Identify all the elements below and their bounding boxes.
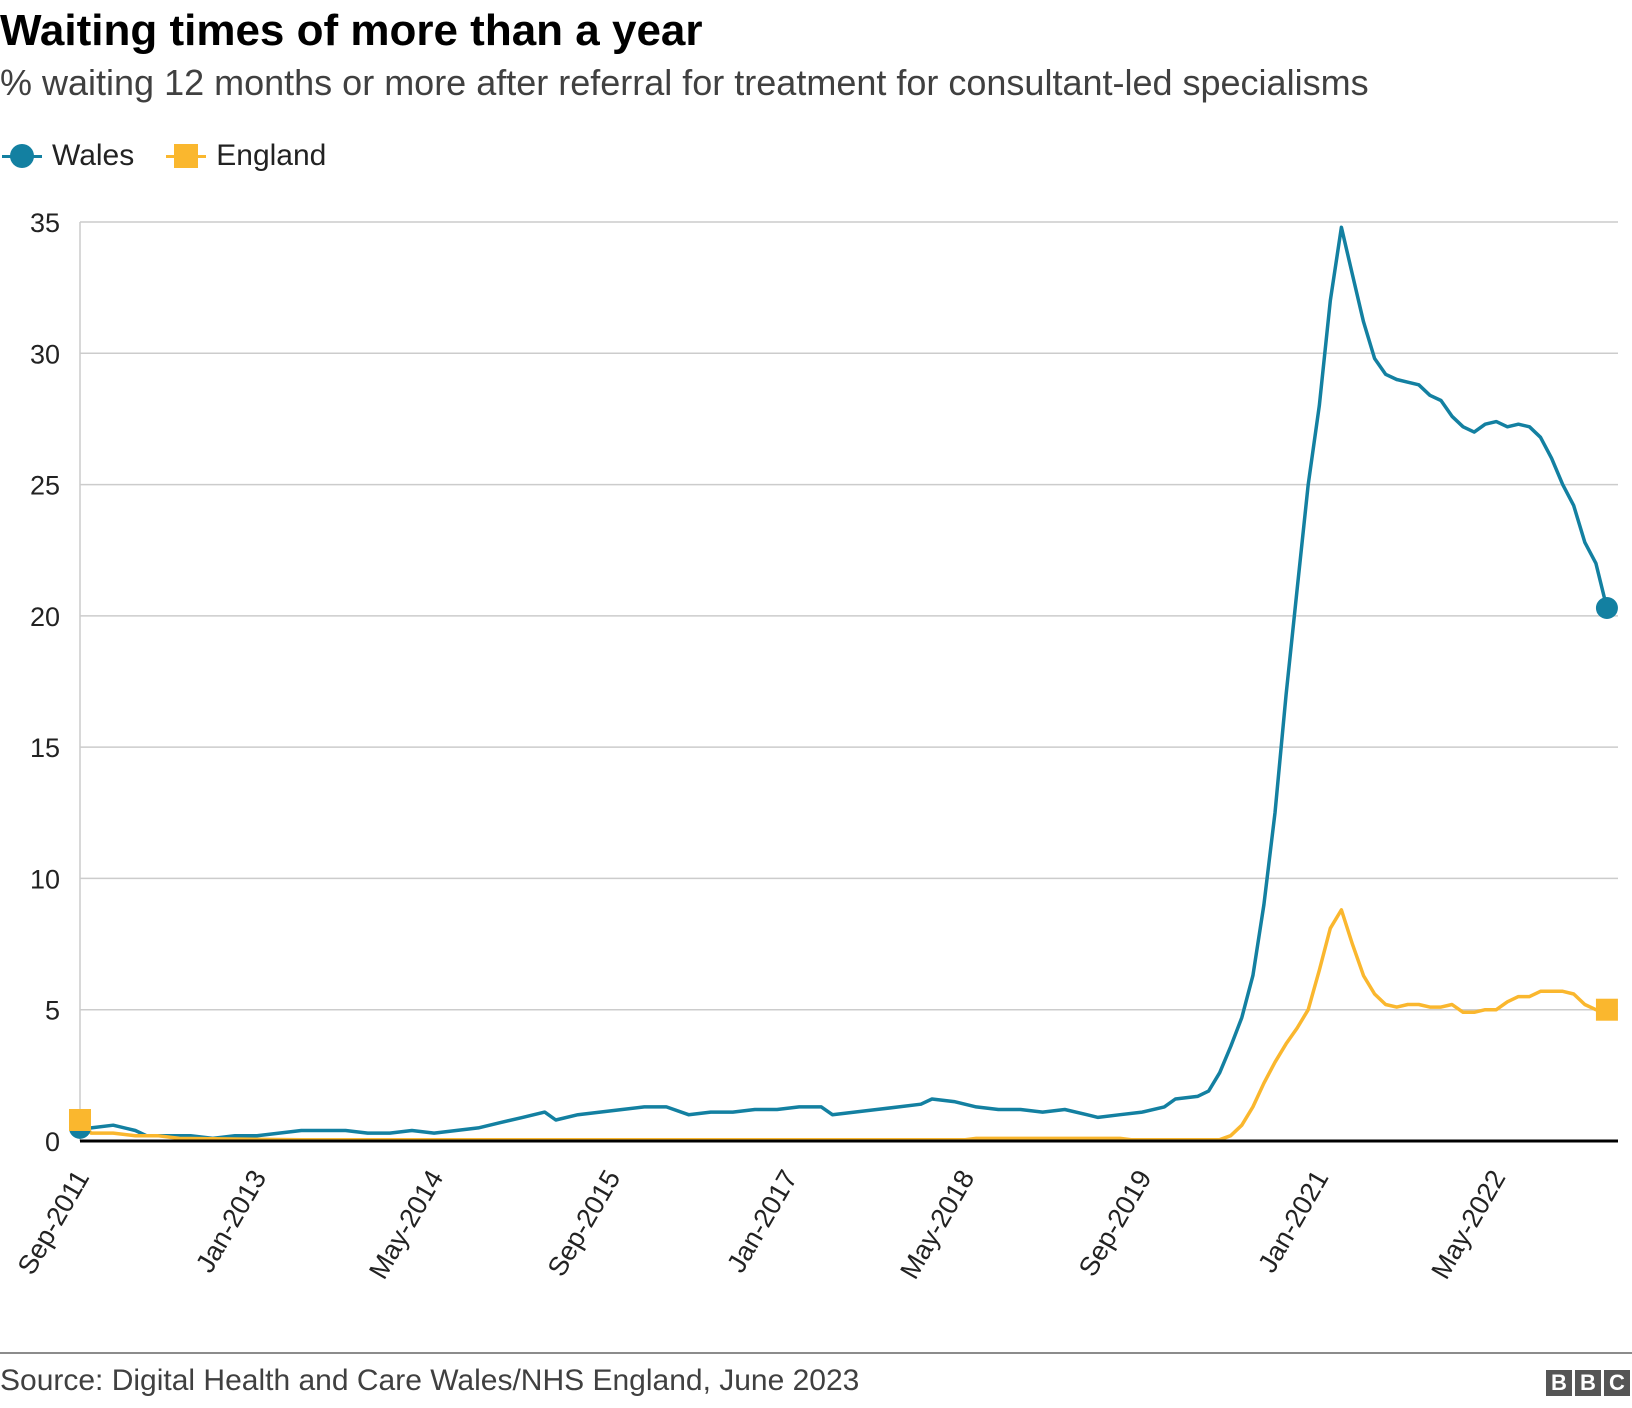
series-line-wales xyxy=(78,225,1609,1141)
line-chart: 0 5 10 15 20 25 30 35 Sep-2011 Jan-2013 May-2014 Se… xyxy=(12,208,1618,1284)
x-tick-label: May-2018 xyxy=(894,1165,980,1284)
y-tick-label: 0 xyxy=(45,1127,60,1157)
x-tick-label: Jan-2021 xyxy=(1252,1165,1334,1278)
x-tick-label: May-2022 xyxy=(1425,1165,1511,1284)
x-tick-label: Sep-2015 xyxy=(542,1165,627,1281)
bbc-logo-letter: B xyxy=(1575,1370,1601,1396)
x-tick-label: Jan-2017 xyxy=(721,1165,803,1278)
chart-subtitle: % waiting 12 months or more after referr… xyxy=(0,62,1369,103)
x-tick-label: Jan-2013 xyxy=(190,1165,272,1278)
legend-item-england: England xyxy=(164,136,326,176)
legend-england-square xyxy=(174,144,199,168)
legend-label-england: England xyxy=(216,139,327,172)
point-marker-wales-end xyxy=(1595,596,1618,619)
bbc-logo: B B C xyxy=(1543,1370,1630,1396)
chart-legend: Wales England xyxy=(0,136,356,176)
legend-wales-dot xyxy=(10,144,34,168)
x-tick-label: Sep-2011 xyxy=(12,1165,96,1280)
y-tick-label: 25 xyxy=(30,471,60,501)
point-marker-england-end xyxy=(1595,998,1618,1021)
y-tick-label: 30 xyxy=(30,339,60,369)
legend-square-marker-icon xyxy=(164,136,208,176)
y-tick-label: 20 xyxy=(30,602,60,632)
chart-title: Waiting times of more than a year xyxy=(0,6,703,55)
x-tick-label: Sep-2019 xyxy=(1073,1165,1158,1281)
y-tick-label: 5 xyxy=(45,996,60,1026)
legend-label-wales: Wales xyxy=(52,139,135,172)
legend-circle-marker-icon xyxy=(0,136,44,176)
y-tick-label: 15 xyxy=(30,733,60,763)
source-note: Source: Digital Health and Care Wales/NH… xyxy=(0,1364,860,1397)
y-tick-label: 35 xyxy=(30,208,60,238)
bbc-logo-letter: C xyxy=(1604,1370,1630,1396)
y-tick-label: 10 xyxy=(30,864,60,894)
series-line-england xyxy=(78,908,1609,1142)
legend-item-wales: Wales xyxy=(0,136,134,176)
bbc-logo-letter: B xyxy=(1546,1370,1572,1396)
source-divider xyxy=(0,1352,1632,1354)
x-tick-label: May-2014 xyxy=(363,1165,449,1284)
point-marker-england-start xyxy=(69,1108,91,1131)
